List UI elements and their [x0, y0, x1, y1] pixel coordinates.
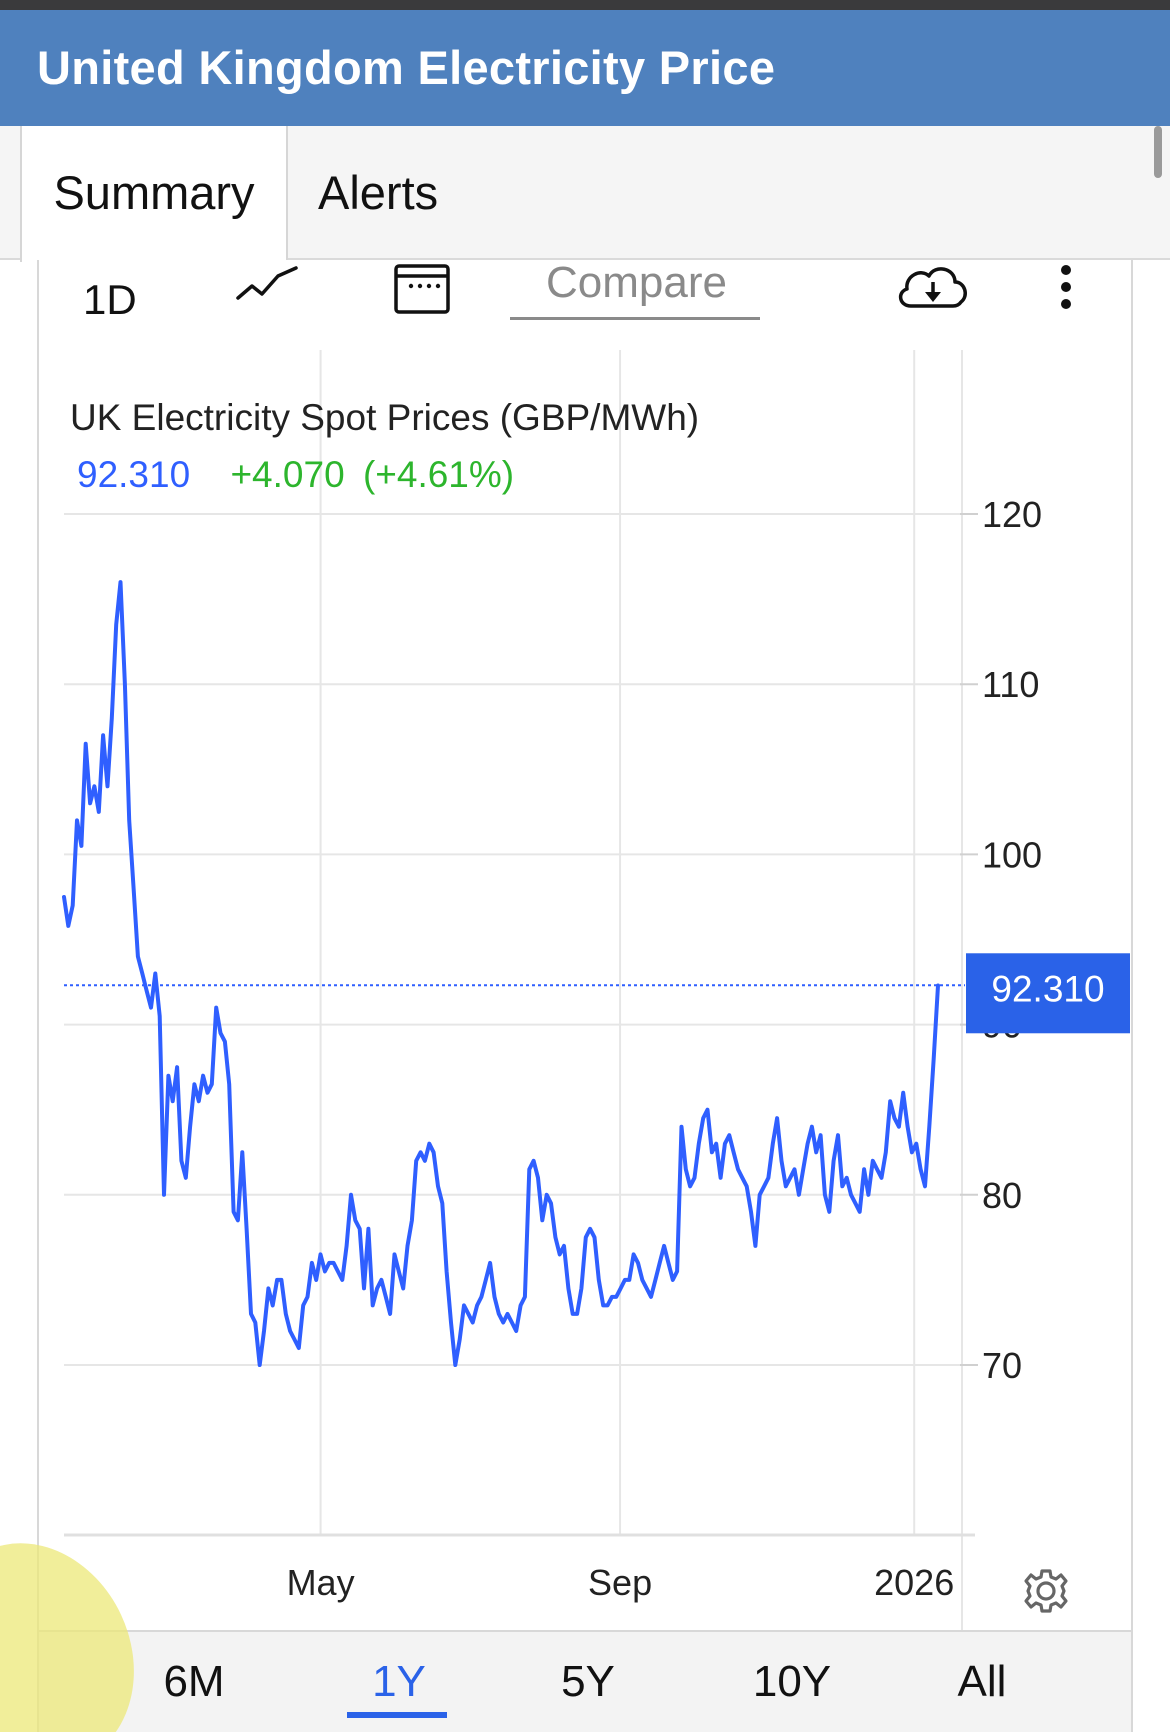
window-top-strip — [0, 0, 1170, 10]
tab-alerts[interactable]: Alerts — [318, 166, 439, 219]
range-all[interactable]: All — [957, 1657, 1007, 1706]
interval-button[interactable]: 1D — [83, 276, 137, 323]
tab-summary[interactable]: Summary — [20, 126, 288, 262]
title-bar: United Kingdom Electricity Price — [0, 10, 1170, 126]
chart-toolbar: 1D — [37, 260, 1133, 340]
scrollbar-thumb[interactable] — [1154, 126, 1162, 178]
tab-bar: Summary Alerts — [0, 126, 1170, 262]
range-active-indicator — [347, 1712, 447, 1718]
range-1y[interactable]: 1Y — [372, 1657, 426, 1706]
range-6m[interactable]: 6M — [163, 1657, 225, 1706]
chart-panel — [37, 260, 1133, 1732]
compare-input[interactable]: Compare — [510, 258, 760, 320]
range-5y[interactable]: 5Y — [561, 1657, 615, 1706]
page-title: United Kingdom Electricity Price — [37, 41, 776, 94]
gear-icon[interactable] — [1020, 1565, 1072, 1617]
range-selector: 6M 1Y 5Y 10Y All — [39, 1630, 1131, 1732]
range-10y[interactable]: 10Y — [752, 1657, 832, 1706]
